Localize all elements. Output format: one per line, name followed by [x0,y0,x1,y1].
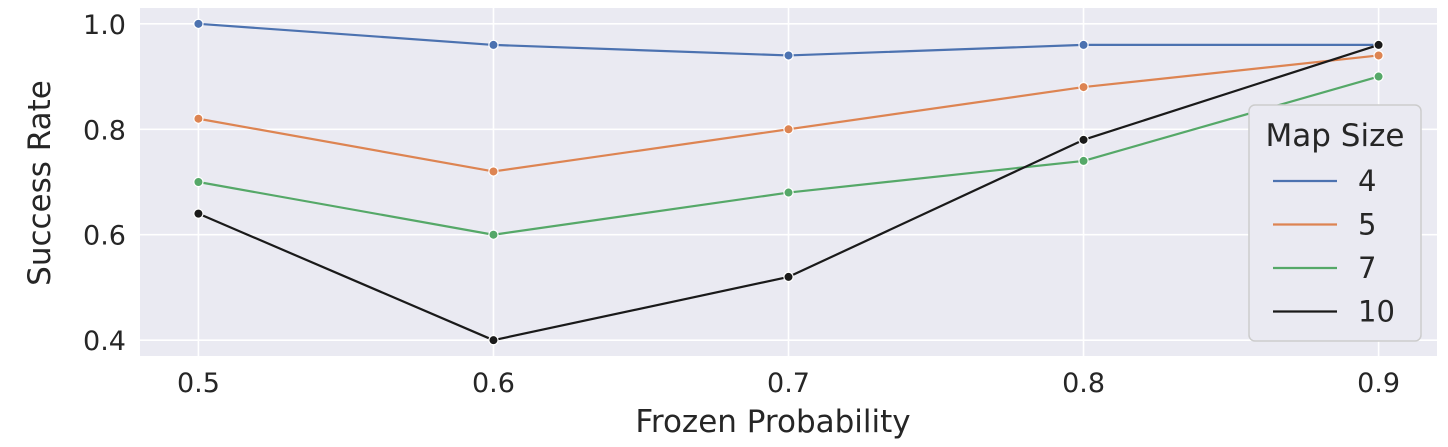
legend-label-4: 4 [1358,164,1376,198]
legend-items: 4 5 7 10 [1273,164,1395,329]
grid-lines [140,8,1437,356]
data-point [488,39,499,51]
y-tick-label: 0.6 [83,221,126,252]
data-point [1373,71,1384,82]
data-point [783,271,794,283]
data-point [193,113,204,124]
series-5 [193,50,1384,177]
x-tick-label: 0.8 [1062,368,1105,399]
series-layer [193,18,1384,346]
x-tick-label: 0.5 [177,368,220,399]
tick-labels: 0.5 0.6 0.7 0.8 0.9 0.4 0.6 0.8 1.0 [83,10,1400,399]
legend-title: Map Size [1266,118,1405,154]
series-7 [193,71,1384,240]
series-10 [193,39,1384,346]
data-point [1078,134,1089,146]
data-point [783,187,794,198]
legend: Map Size 4 5 7 10 [1248,104,1422,342]
data-point [1078,155,1089,167]
data-point [783,124,794,135]
x-tick-label: 0.7 [767,368,810,399]
data-point [193,176,204,188]
data-point [488,229,499,240]
x-tick-label: 0.9 [1357,368,1400,399]
data-point [783,50,794,61]
data-point [488,334,499,346]
y-tick-label: 0.8 [83,115,126,146]
data-point [193,18,204,30]
y-axis-label: Success Rate [22,80,58,286]
y-tick-label: 1.0 [83,10,126,41]
x-axis-label: Frozen Probability [635,404,910,440]
data-point [488,166,499,177]
legend-box [1248,104,1422,342]
data-point [1373,39,1384,51]
x-tick-label: 0.6 [472,368,515,399]
data-point [1373,50,1384,61]
legend-label-7: 7 [1358,251,1376,285]
data-point [193,208,204,219]
legend-label-5: 5 [1358,208,1376,242]
data-point [1078,81,1089,93]
y-tick-label: 0.4 [83,326,126,357]
data-point [1078,39,1089,51]
legend-label-10: 10 [1358,295,1395,329]
